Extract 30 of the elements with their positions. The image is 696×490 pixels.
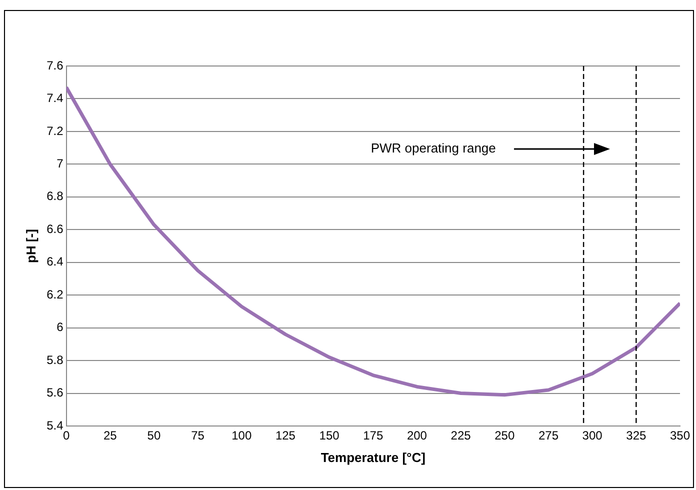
x-tick-label: 275 — [538, 428, 559, 443]
x-tick-label: 350 — [670, 428, 690, 443]
y-tick-label: 7.2 — [46, 124, 64, 138]
annotation: PWR operating range — [370, 140, 496, 156]
y-tick-label: 5.4 — [46, 418, 64, 432]
y-tick-label: 6.4 — [46, 254, 64, 269]
y-tick-label: 5.6 — [46, 386, 64, 400]
x-tick-label: 100 — [232, 428, 252, 443]
x-tick-label: 0 — [62, 428, 70, 443]
y-tick-label: 6.6 — [46, 222, 64, 236]
y-tick-label: 5.8 — [46, 352, 64, 367]
x-axis-title: Temperature [°C] — [320, 450, 426, 465]
x-tick-label: 150 — [319, 428, 340, 443]
x-tick-label: 25 — [103, 428, 118, 443]
x-tick-label: 325 — [626, 428, 646, 443]
x-tick-label: 200 — [406, 428, 428, 443]
y-tick-label: 7.6 — [46, 58, 64, 72]
y-tick-label: 7 — [56, 156, 64, 170]
y-tick-label: 6 — [56, 320, 64, 334]
x-tick-label: 250 — [494, 428, 515, 443]
x-tick-label: 75 — [191, 428, 205, 443]
y-tick-label: 7.4 — [46, 91, 64, 106]
x-tick-label: 300 — [582, 428, 603, 443]
y-tick-label: 6.8 — [46, 189, 64, 204]
x-tick-label: 175 — [363, 428, 384, 443]
x-tick-label: 50 — [147, 428, 161, 443]
x-tick-label: 225 — [450, 428, 472, 443]
y-tick-label: 6.2 — [46, 287, 64, 302]
y-axis-title: pH [-] — [23, 229, 38, 263]
x-tick-label: 125 — [275, 428, 296, 443]
